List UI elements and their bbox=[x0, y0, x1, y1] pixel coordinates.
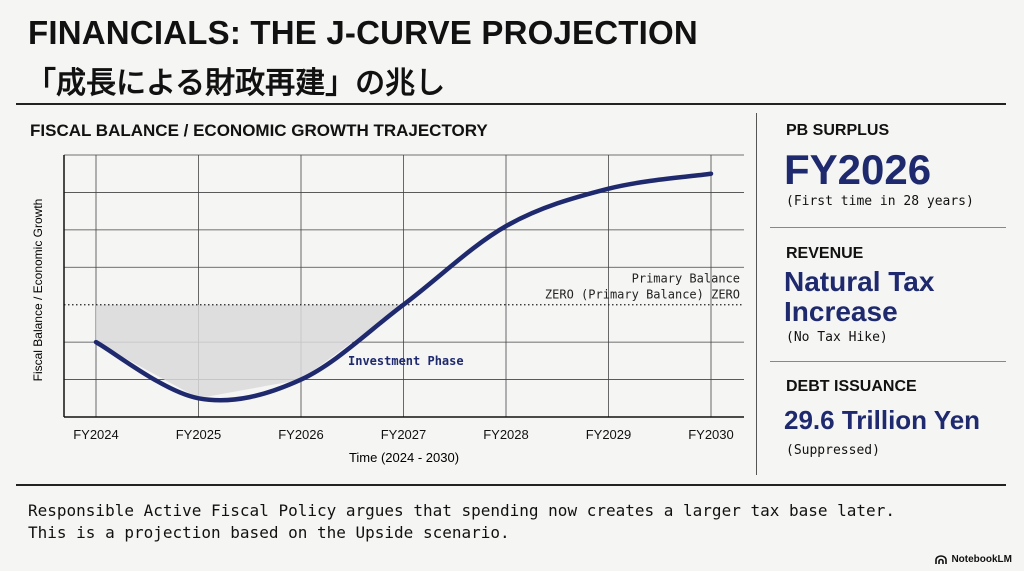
kpi-separator bbox=[770, 227, 1006, 228]
kpi-pb-surplus-label: PB SURPLUS bbox=[786, 122, 890, 139]
kpi-debt-label: DEBT ISSUANCE bbox=[786, 378, 917, 395]
kpi-separator bbox=[770, 361, 1006, 362]
x-tick-label: FY2029 bbox=[586, 427, 632, 442]
x-axis-label: Time (2024 - 2030) bbox=[349, 450, 459, 465]
footer-line-1: Responsible Active Fiscal Policy argues … bbox=[28, 501, 895, 520]
brand-name: NotebookLM bbox=[951, 554, 1012, 565]
kpi-debt-note: (Suppressed) bbox=[786, 443, 880, 458]
x-tick-label: FY2027 bbox=[381, 427, 427, 442]
kpi-revenue-label: REVENUE bbox=[786, 245, 864, 262]
header-divider bbox=[16, 103, 1006, 105]
footer-line-2: This is a projection based on the Upside… bbox=[28, 523, 510, 542]
panel-divider bbox=[756, 113, 757, 475]
investment-phase-label: Investment Phase bbox=[348, 354, 464, 368]
chart-title: FISCAL BALANCE / ECONOMIC GROWTH TRAJECT… bbox=[30, 121, 488, 140]
y-axis-label: Fiscal Balance / Economic Growth bbox=[31, 199, 45, 382]
x-tick-label: FY2025 bbox=[176, 427, 222, 442]
x-tick-label: FY2026 bbox=[278, 427, 324, 442]
x-tick-label: FY2030 bbox=[688, 427, 734, 442]
kpi-debt-value: 29.6 Trillion Yen bbox=[784, 405, 981, 435]
brand-logo: NotebookLM bbox=[935, 554, 1012, 565]
zero-line-label-primary: Primary Balance bbox=[632, 272, 740, 286]
kpi-revenue-value-line2: Increase bbox=[784, 296, 898, 327]
kpi-revenue-note: (No Tax Hike) bbox=[786, 330, 888, 345]
page-title: FINANCIALS: THE J-CURVE PROJECTION bbox=[28, 14, 698, 51]
kpi-pb-surplus-note: (First time in 28 years) bbox=[786, 194, 974, 209]
data-line-series bbox=[93, 171, 714, 403]
kpi-revenue-value-line1: Natural Tax bbox=[784, 266, 935, 297]
kpi-pb-surplus-value: FY2026 bbox=[784, 146, 932, 193]
footer-divider bbox=[16, 484, 1006, 486]
notebooklm-icon bbox=[935, 554, 948, 564]
x-tick-label: FY2024 bbox=[73, 427, 119, 442]
investment-phase-area bbox=[96, 304, 404, 399]
x-tick-label: FY2028 bbox=[483, 427, 529, 442]
zero-line-label-zero: ZERO (Primary Balance) ZERO bbox=[545, 288, 740, 302]
footer-text: Responsible Active Fiscal Policy argues … bbox=[28, 500, 895, 544]
kpi-revenue-value: Natural Tax Increase bbox=[784, 267, 934, 327]
page-subtitle-jp: 「成長による財政再建」の兆し bbox=[26, 66, 446, 101]
